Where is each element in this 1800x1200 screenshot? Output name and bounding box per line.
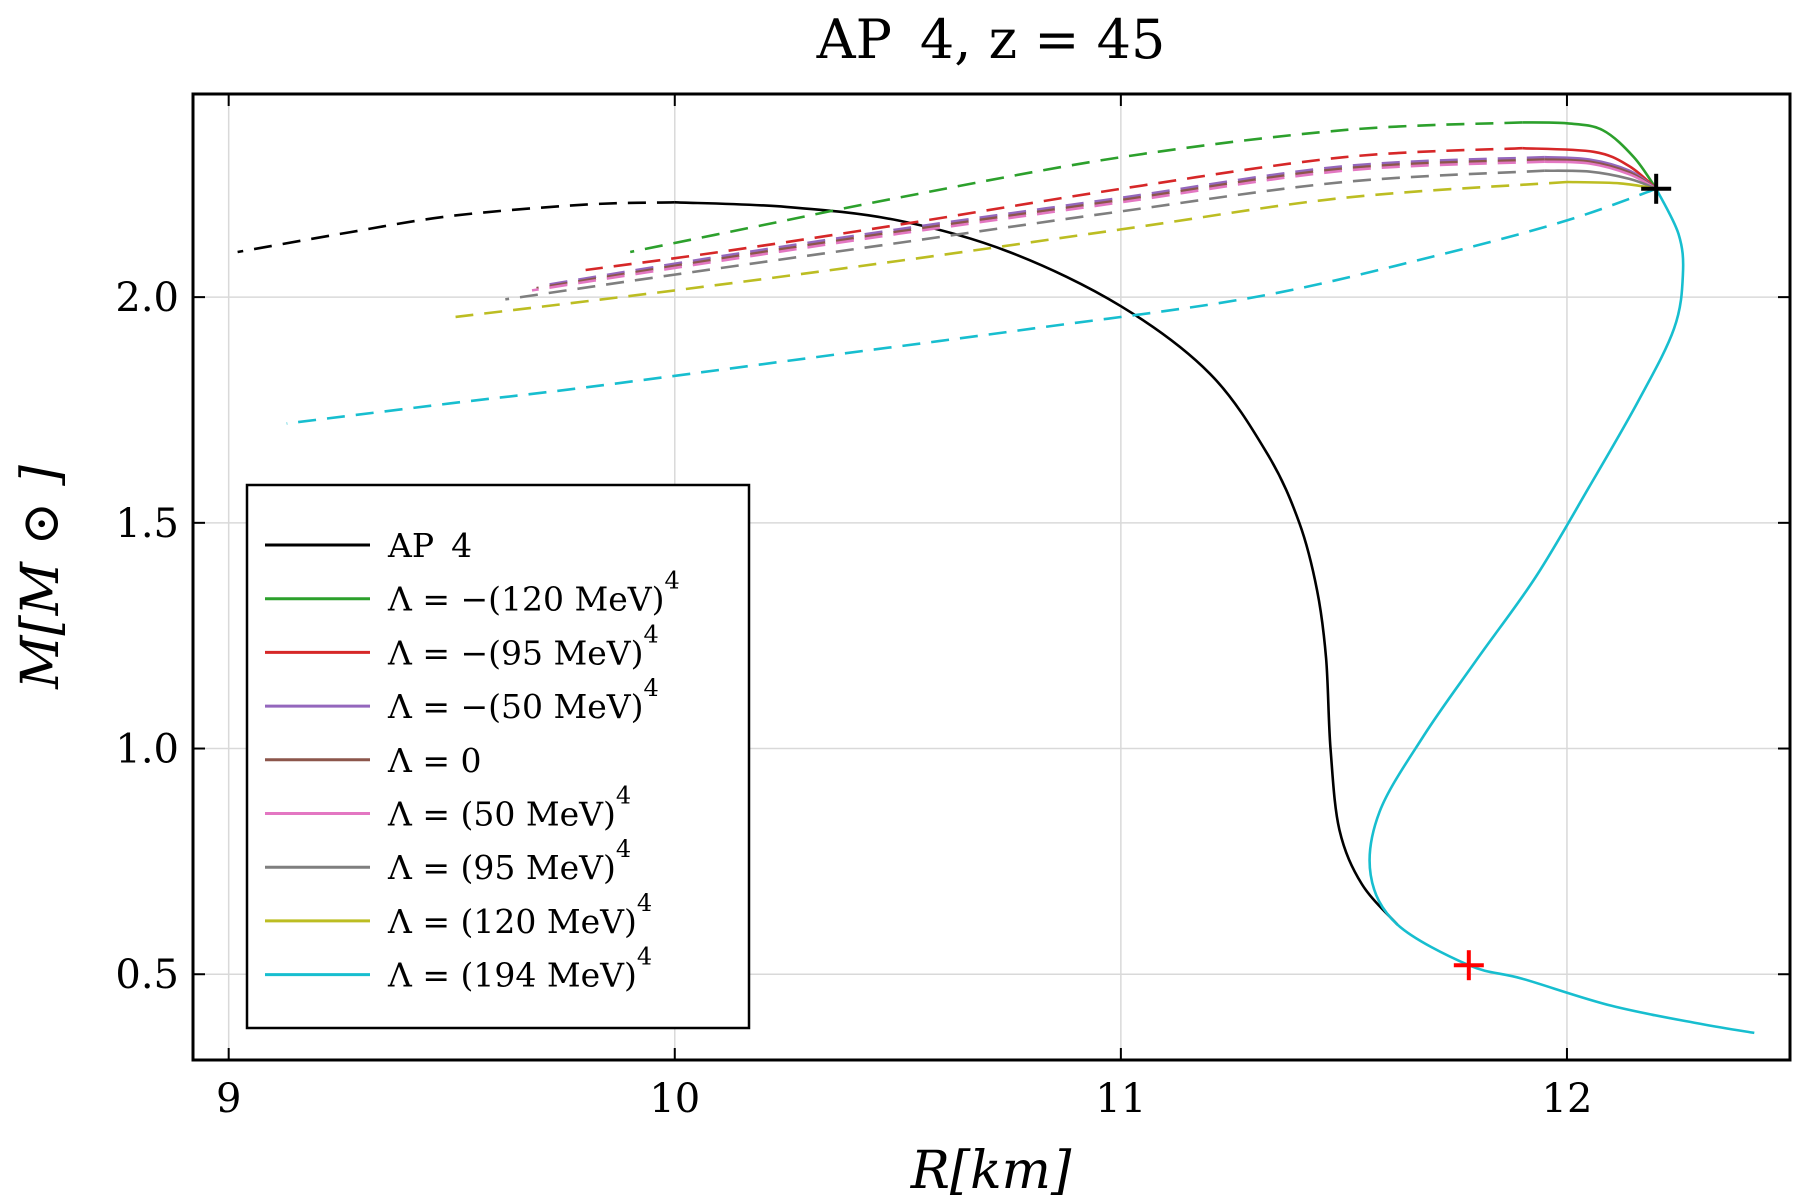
tick-labels: 9 10 11 12 0.5 1.0 1.5 2.0: [115, 275, 1592, 1122]
legend: AP 4Λ = −(120 MeV)4Λ = −(95 MeV)4Λ = −(5…: [245, 483, 751, 1030]
series-lambda-95mev-4-solid: [1544, 169, 1657, 191]
x-tick-label: 9: [216, 1076, 241, 1122]
series-lambda-120mev-4-solid: [1522, 121, 1658, 190]
legend-superscript: 4: [637, 943, 652, 971]
series-ap4-solid: [674, 201, 1399, 926]
legend-superscript: 4: [644, 674, 659, 702]
legend-item: AP 4: [265, 526, 472, 565]
y-tick-label: 2.0: [115, 275, 179, 321]
legend-box: [245, 483, 751, 1030]
ticks: [193, 94, 1790, 1060]
legend-superscript: 4: [637, 889, 652, 917]
series-lambda-95mev-4-dashed: [505, 169, 1545, 301]
legend-label: AP 4: [387, 526, 472, 565]
series-lambda-194mev-4-dashed: [286, 187, 1657, 425]
series-lambda-120mev-4-dashed: [629, 121, 1523, 254]
legend-superscript: 4: [616, 782, 631, 810]
y-tick-label: 1.0: [115, 727, 179, 773]
x-tick-label: 12: [1542, 1076, 1593, 1122]
curves: [237, 121, 1755, 1035]
chart-title: AP 4, z = 45: [816, 8, 1166, 71]
series-ap4-dashed: [237, 201, 675, 254]
legend-superscript: 4: [665, 567, 680, 595]
max-mass-marker: [1641, 173, 1672, 204]
legend-superscript: 4: [644, 620, 659, 648]
x-tick-label: 10: [649, 1076, 700, 1122]
plot-frame: [191, 92, 1792, 1062]
legend-superscript: 4: [616, 835, 631, 863]
y-axis-label: M[M ⊙ ]: [11, 464, 71, 689]
y-tick-label: 0.5: [115, 952, 179, 998]
legend-label: Λ = 0: [387, 741, 481, 780]
series-lambda-194mev-4-solid: [1368, 188, 1755, 1035]
legend-item: Λ = 0: [265, 741, 481, 780]
series-lambda-95mev-4-solid: [1522, 146, 1658, 190]
y-tick-label: 1.5: [115, 501, 179, 547]
series-lambda-50mev-4-solid: [1544, 160, 1657, 190]
series-lambda-0-dashed: [536, 158, 1545, 290]
series-lambda-50mev-4-dashed: [540, 155, 1545, 288]
x-tick-label: 11: [1095, 1076, 1146, 1122]
series-lambda-50mev-4-dashed: [531, 160, 1545, 292]
x-axis-label: R[km]: [910, 1141, 1072, 1200]
series-lambda-95mev-4-dashed: [585, 146, 1523, 272]
transition-marker: [1453, 950, 1484, 981]
markers: [1453, 173, 1672, 981]
series-lambda-120mev-4-dashed: [451, 180, 1568, 319]
